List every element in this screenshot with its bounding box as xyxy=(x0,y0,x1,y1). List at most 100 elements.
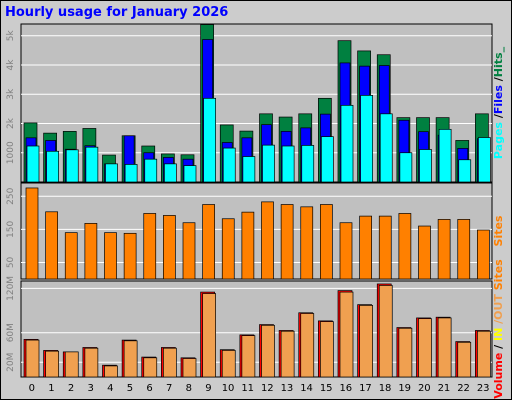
series-label-part-top-3: / xyxy=(492,76,505,85)
bar-sites-2 xyxy=(64,232,78,280)
hour-label-11: 11 xyxy=(241,383,254,394)
bar-sites-22 xyxy=(457,219,471,280)
series-label-part-top-2: Files xyxy=(492,85,505,115)
bar-out-5 xyxy=(123,340,138,378)
hour-label-2: 2 xyxy=(68,383,74,394)
bar-pages-9 xyxy=(203,97,216,183)
bar-sites-11 xyxy=(241,211,255,280)
bar-out-9 xyxy=(202,293,216,378)
tick-label-middle-0: 50 xyxy=(6,256,16,268)
bar-out-22 xyxy=(457,341,472,378)
panel-top-background xyxy=(20,23,493,183)
bar-sites-6 xyxy=(143,213,157,280)
tick-label-top-4: 5k xyxy=(6,29,16,41)
chart-title: Hourly usage for January 2026 xyxy=(5,5,229,20)
bar-pages-17 xyxy=(360,95,373,183)
bar-sites-17 xyxy=(359,215,372,280)
hour-label-9: 9 xyxy=(205,383,211,394)
series-label-part-bottom-1: / xyxy=(492,344,505,353)
bar-out-17 xyxy=(359,305,373,378)
bar-sites-21 xyxy=(437,219,451,280)
series-label-part-top-1: / xyxy=(492,113,505,122)
tick-label-middle-1: 150 xyxy=(6,220,16,237)
series-label-part-top-4: Hits_ xyxy=(492,46,505,77)
hour-label-12: 12 xyxy=(261,383,274,394)
bar-sites-3 xyxy=(84,223,98,280)
bar-sites-8 xyxy=(182,222,196,280)
bar-sites-14 xyxy=(300,206,314,280)
tick-label-top-0: 1000 xyxy=(6,141,16,164)
hour-label-8: 8 xyxy=(186,383,192,394)
tick-label-bottom-0: 20M xyxy=(6,353,16,372)
hour-label-16: 16 xyxy=(339,383,352,394)
hour-label-18: 18 xyxy=(379,383,392,394)
bar-pages-16 xyxy=(340,104,354,183)
hour-label-14: 14 xyxy=(300,383,313,394)
bar-out-13 xyxy=(280,330,295,378)
hour-label-20: 20 xyxy=(418,383,431,394)
panel-bottom-background xyxy=(20,280,493,378)
bar-pages-5 xyxy=(124,164,138,183)
hour-label-0: 0 xyxy=(29,383,35,394)
series-label-middle: Sites xyxy=(492,215,505,246)
tick-label-top-3: 4k xyxy=(6,59,16,71)
hour-label-1: 1 xyxy=(48,383,54,394)
bar-sites-19 xyxy=(398,213,412,280)
bar-sites-15 xyxy=(320,204,333,280)
series-label-part-bottom-2: IN xyxy=(492,328,505,345)
tick-label-top-1: 2k xyxy=(6,117,16,129)
bar-out-8 xyxy=(182,358,197,378)
bar-out-7 xyxy=(163,347,177,378)
bar-pages-13 xyxy=(281,145,295,183)
bar-sites-20 xyxy=(418,225,431,280)
bar-sites-23 xyxy=(477,229,490,280)
tick-label-middle-2: 250 xyxy=(6,187,16,204)
bar-out-6 xyxy=(143,357,158,378)
series-label-part-bottom-0: Volume xyxy=(492,353,505,399)
series-label-part-bottom-3: /OUT xyxy=(492,294,505,328)
bar-pages-15 xyxy=(321,136,334,183)
bar-out-14 xyxy=(300,313,315,378)
panel-middle-background xyxy=(20,182,493,280)
hour-label-21: 21 xyxy=(438,383,451,394)
bar-out-18 xyxy=(378,285,393,378)
bar-out-3 xyxy=(84,347,99,378)
hour-label-15: 15 xyxy=(320,383,333,394)
bar-pages-11 xyxy=(242,156,256,183)
bar-sites-9 xyxy=(202,204,215,280)
bar-out-16 xyxy=(339,291,354,378)
hour-label-6: 6 xyxy=(146,383,152,394)
bar-out-19 xyxy=(398,327,413,378)
hour-label-23: 23 xyxy=(477,383,490,394)
series-label-part-bottom-4: Sites xyxy=(492,259,505,294)
bar-pages-22 xyxy=(458,159,472,183)
bar-sites-16 xyxy=(339,222,353,280)
bar-sites-12 xyxy=(261,201,274,280)
bar-sites-5 xyxy=(123,232,137,280)
bar-out-1 xyxy=(45,350,59,378)
bar-out-23 xyxy=(477,330,491,378)
hour-label-7: 7 xyxy=(166,383,172,394)
bar-sites-1 xyxy=(45,211,58,280)
bar-pages-1 xyxy=(46,150,59,183)
hour-label-4: 4 xyxy=(107,383,113,394)
bar-pages-4 xyxy=(105,163,118,183)
bar-pages-7 xyxy=(164,163,177,183)
series-label-part-top-0: Pages xyxy=(492,122,505,160)
bar-sites-13 xyxy=(280,204,294,280)
bar-pages-21 xyxy=(438,128,452,183)
bar-out-0 xyxy=(25,339,40,378)
bar-pages-20 xyxy=(419,149,432,183)
hour-label-5: 5 xyxy=(127,383,133,394)
hour-label-10: 10 xyxy=(222,383,235,394)
series-label-top: Pages /Files /Hits_ xyxy=(492,46,505,159)
bar-out-15 xyxy=(320,321,334,378)
series-label-bottom: Volume / IN /OUT Sites xyxy=(492,259,505,399)
bar-out-21 xyxy=(437,317,452,378)
tick-label-bottom-2: 120M xyxy=(6,276,16,301)
bar-pages-10 xyxy=(222,147,236,183)
hour-label-3: 3 xyxy=(88,383,94,394)
bar-sites-10 xyxy=(221,218,235,280)
bar-pages-23 xyxy=(478,137,491,183)
hour-label-22: 22 xyxy=(457,383,470,394)
